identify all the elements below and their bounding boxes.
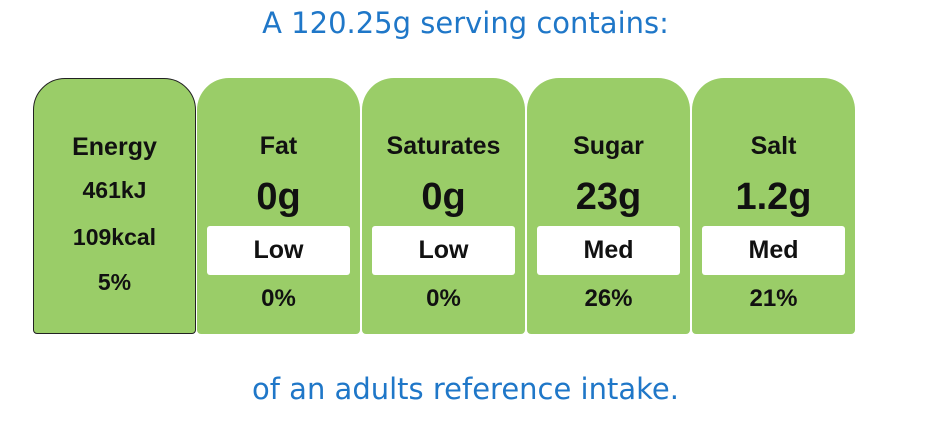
energy-label: Energy	[72, 133, 157, 161]
nutrient-box: Sugar 23g Med 26%	[527, 78, 690, 334]
nutrient-name: Salt	[750, 132, 797, 160]
nutrient-level: Low	[253, 236, 304, 264]
nutrient-name: Fat	[259, 132, 298, 160]
nutrient-amount: 23g	[575, 176, 642, 218]
title: A 120.25g serving contains:	[262, 6, 669, 40]
nutrient-box: Fat 0g Low 0%	[197, 78, 360, 334]
level-box: Low	[207, 226, 350, 275]
footer: of an adults reference intake.	[252, 372, 679, 406]
nutrient-percent: 26%	[584, 285, 633, 312]
nutrient-amount: 0g	[421, 176, 466, 218]
nutrient-name: Sugar	[573, 132, 644, 160]
energy-percent: 5%	[97, 269, 132, 295]
nutrient-percent: 21%	[749, 285, 798, 312]
nutrient-box: Saturates 0g Low 0%	[362, 78, 525, 334]
level-box: Med	[537, 226, 680, 275]
level-box: Low	[372, 226, 515, 275]
nutrient-amount: 1.2g	[735, 176, 812, 218]
nutrient-name: Saturates	[386, 132, 501, 160]
nutrient-box: Salt 1.2g Med 21%	[692, 78, 855, 334]
nutrient-percent: 0%	[261, 285, 296, 312]
energy-kj: 461kJ	[82, 177, 147, 203]
energy-kcal: 109kcal	[72, 224, 157, 250]
nutrient-amount: 0g	[256, 176, 301, 218]
nutrient-level: Med	[583, 236, 634, 264]
energy-box: Energy 461kJ 109kcal 5%	[33, 78, 196, 334]
nutrient-percent: 0%	[426, 285, 461, 312]
nutrient-level: Low	[418, 236, 469, 264]
level-box: Med	[702, 226, 845, 275]
nutrient-level: Med	[748, 236, 799, 264]
